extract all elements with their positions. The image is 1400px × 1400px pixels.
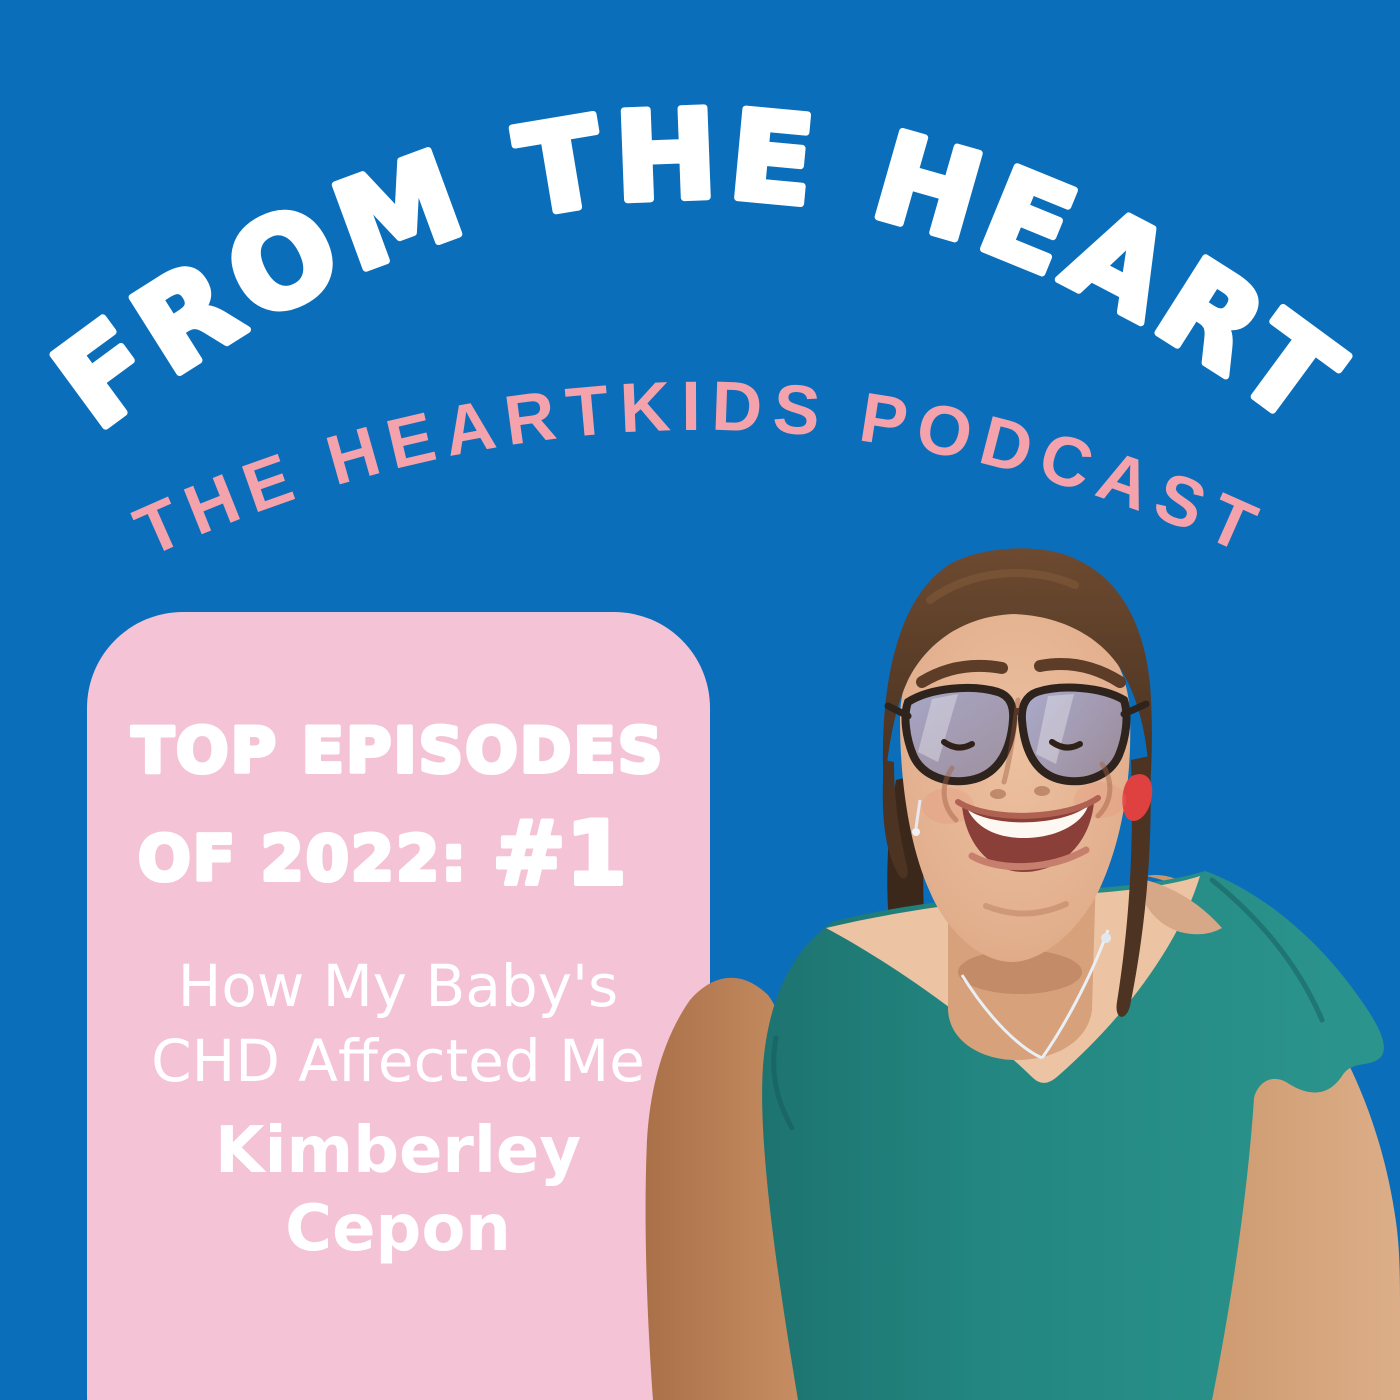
hair-highlight (926, 569, 1079, 604)
silver-earring-wire (914, 799, 922, 829)
podcast-subtitle: THE HEARTKIDS PODCAST (124, 367, 1267, 571)
card-rank: #1 (492, 802, 627, 905)
nose-line (1001, 697, 1021, 785)
right-shoulder-skin (1146, 880, 1222, 935)
glasses-bridge (1010, 708, 1025, 717)
right-lens (1017, 683, 1131, 786)
right-eye (1049, 739, 1083, 751)
necklace-chain-left (960, 974, 1043, 1060)
upper-lip (955, 795, 1101, 819)
card-heading-line1: TOP EPISODES (132, 714, 665, 787)
smile-fold-right (1095, 761, 1113, 819)
silver-earring-drop (912, 828, 920, 836)
lens-glare-left (918, 694, 958, 762)
left-eye (941, 739, 975, 751)
svg-text:THE HEARTKIDS PODCAST: THE HEARTKIDS PODCAST (124, 367, 1277, 571)
chin-shadow (958, 950, 1082, 994)
left-lens (901, 683, 1018, 786)
right-eyebrow (1034, 658, 1126, 688)
guest-name-line1: Kimberley (215, 1114, 581, 1188)
left-eyebrow (916, 659, 1008, 688)
episode-title-line1: How My Baby's (178, 952, 618, 1020)
left-cheek-blush (922, 788, 974, 824)
sleeve-fold-right (1209, 877, 1325, 1023)
glasses (884, 683, 1150, 786)
chin-crease (983, 901, 1069, 917)
red-earring (1122, 774, 1153, 822)
hair-strand-left (882, 760, 908, 879)
glasses-temple-left (884, 702, 912, 720)
episode-card-background (87, 612, 710, 1400)
lens-glare-right (1036, 694, 1074, 764)
teeth (968, 806, 1088, 838)
right-nostril (1034, 786, 1050, 796)
hair (882, 548, 1152, 790)
right-arm (1146, 875, 1400, 1400)
necklace-chain-right (1040, 929, 1110, 1059)
sleeve-fold-left (771, 1035, 795, 1131)
episode-title-line2: CHD Affected Me (151, 1027, 645, 1095)
left-nostril (990, 789, 1006, 799)
guest-name-line2: Cepon (285, 1192, 511, 1266)
lower-lip (968, 846, 1090, 871)
necklace-bead (1101, 933, 1111, 943)
card-heading-line2: OF 2022: (138, 822, 468, 895)
glasses-temple-right (1120, 700, 1150, 718)
hair-strand-right (1116, 756, 1151, 1017)
teal-top (762, 871, 1384, 1400)
episode-card: TOP EPISODES OF 2022: #1 How My Baby's C… (87, 612, 710, 1400)
guest-photo-cutout (645, 548, 1400, 1400)
smile-fold-left (941, 765, 959, 823)
